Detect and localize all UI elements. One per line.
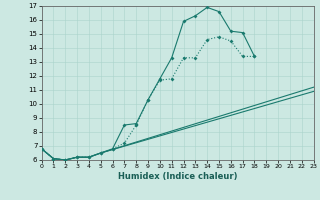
X-axis label: Humidex (Indice chaleur): Humidex (Indice chaleur) (118, 172, 237, 181)
